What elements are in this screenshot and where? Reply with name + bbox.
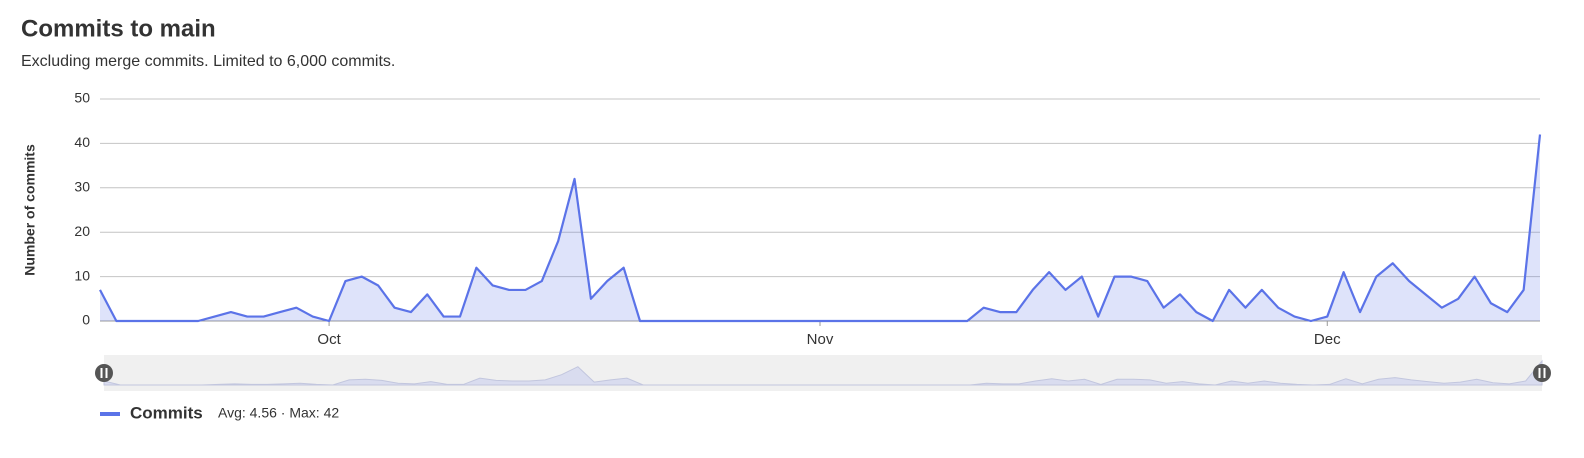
zoom-track[interactable] <box>104 355 1542 391</box>
y-tick-label: 0 <box>82 312 90 328</box>
zoom-handle-grip <box>1538 368 1541 378</box>
x-tick-label: Oct <box>317 331 341 348</box>
y-tick-label: 20 <box>74 223 90 239</box>
line <box>99 134 1542 323</box>
zoom-handle-grip <box>105 368 108 378</box>
x-tick-label: Dec <box>1314 331 1341 348</box>
legend-label: Commits <box>130 403 203 422</box>
chart-title: Commits to main <box>21 15 216 42</box>
legend-stats: Avg: 4.56 · Max: 42 <box>218 405 339 421</box>
y-tick-label: 40 <box>74 134 90 150</box>
zoom-area <box>103 359 1543 386</box>
chart-subtitle: Excluding merge commits. Limited to 6,00… <box>21 53 395 70</box>
zoom-handle[interactable] <box>95 364 113 382</box>
area <box>100 134 1540 321</box>
y-axis-label: Number of commits <box>22 144 38 276</box>
x-tick-label: Nov <box>807 331 834 348</box>
zoom-handle-grip <box>100 368 103 378</box>
y-tick-label: 50 <box>74 90 90 106</box>
y-tick-label: 10 <box>74 267 90 283</box>
y-tick-label: 30 <box>74 179 90 195</box>
zoom-handle-grip <box>1543 368 1546 378</box>
zoom-handle[interactable] <box>1533 364 1551 382</box>
